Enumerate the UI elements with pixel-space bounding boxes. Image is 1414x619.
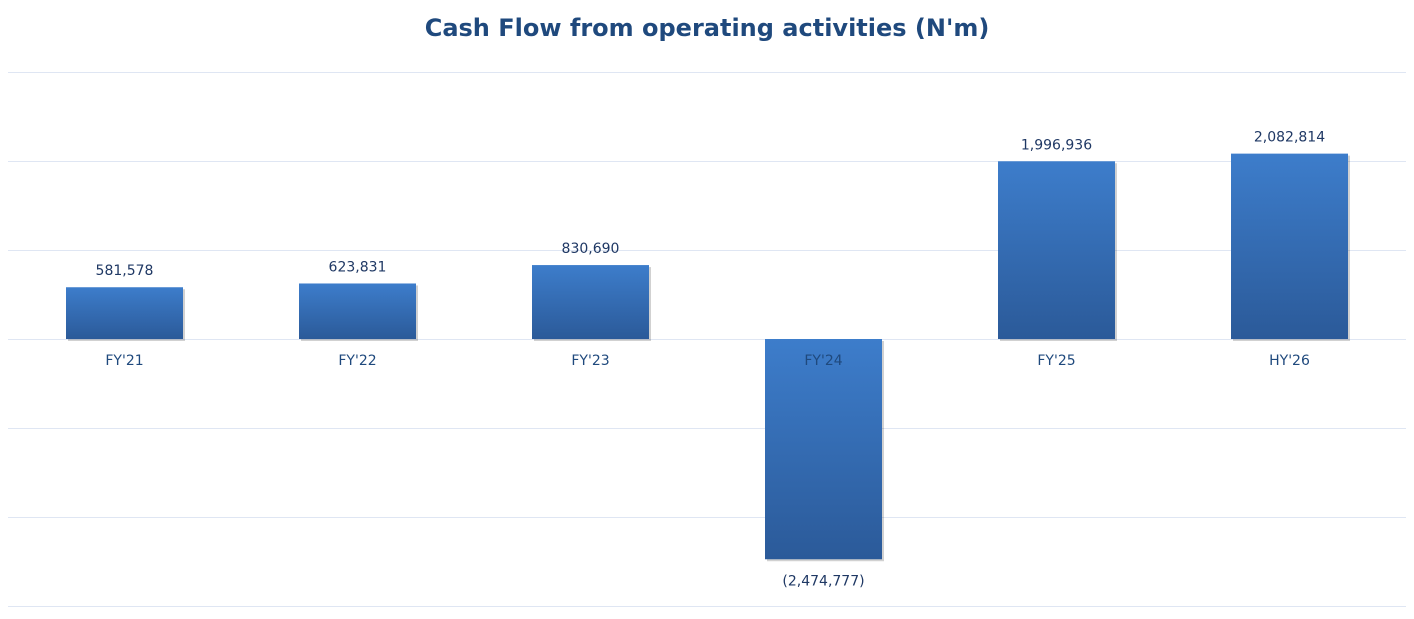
category-tick-label: FY'23	[571, 353, 609, 369]
bar-4	[998, 161, 1115, 339]
category-tick-label: HY'26	[1269, 353, 1310, 369]
category-tick-label: FY'25	[1037, 353, 1075, 369]
category-tick-labels: FY'21 FY'22 FY'23 FY'24 FY'25 HY'26	[105, 353, 1310, 369]
bar-2	[532, 265, 649, 339]
bar-1	[299, 283, 416, 339]
chart-title: Cash Flow from operating activities (N'm…	[424, 14, 990, 42]
bar-3	[765, 339, 882, 560]
data-label: 581,578	[96, 263, 154, 279]
gridlines	[8, 72, 1406, 607]
data-label: 1,996,936	[1021, 137, 1092, 153]
category-tick-label: FY'21	[105, 353, 143, 369]
bar-0	[66, 287, 183, 339]
category-tick-label: FY'22	[338, 353, 376, 369]
data-labels: 581,578 623,831 830,690 (2,474,777) 1,996,93…	[96, 130, 1326, 590]
data-label: 623,831	[329, 259, 387, 275]
category-tick-label: FY'24	[804, 353, 842, 369]
bars	[66, 153, 1350, 562]
data-label: 830,690	[562, 241, 620, 257]
data-label: (2,474,777)	[782, 573, 864, 589]
data-label: 2,082,814	[1254, 130, 1325, 146]
bar-5	[1231, 153, 1348, 339]
